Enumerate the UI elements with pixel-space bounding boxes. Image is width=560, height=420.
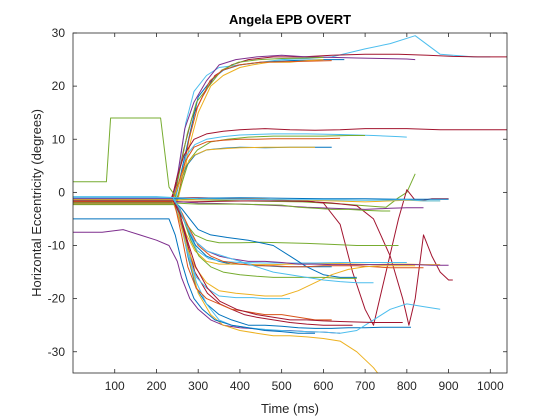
- x-tick-label: 100: [105, 379, 125, 393]
- y-axis-label: Horizontal Eccentricity (degrees): [29, 109, 44, 297]
- series-line-10: [73, 135, 366, 203]
- series-line-5: [73, 54, 416, 200]
- series-line-15: [73, 200, 453, 326]
- x-tick-label: 400: [230, 379, 250, 393]
- y-tick-label: 10: [52, 132, 66, 146]
- series-line-8: [73, 128, 507, 201]
- y-tick-label: -20: [48, 292, 66, 306]
- series-line-38: [73, 204, 357, 279]
- chart-title: Angela EPB OVERT: [229, 12, 351, 27]
- x-tick-label: 800: [397, 379, 417, 393]
- series-line-37: [73, 203, 332, 321]
- x-tick-label: 700: [355, 379, 375, 393]
- series-line-36: [73, 218, 315, 334]
- y-tick-label: 0: [58, 185, 65, 199]
- series-line-6: [73, 56, 324, 202]
- y-tick-label: -10: [48, 239, 66, 253]
- x-tick-label: 1000: [477, 379, 504, 393]
- series-line-21: [73, 202, 391, 212]
- x-tick-label: 200: [146, 379, 166, 393]
- x-tick-label: 600: [313, 379, 333, 393]
- series-line-13: [73, 146, 315, 201]
- series-line-11: [73, 137, 341, 201]
- y-tick-label: 20: [52, 79, 66, 93]
- plot-area-frame: [72, 32, 508, 374]
- series-line-24: [73, 199, 441, 334]
- x-tick-label: 500: [272, 379, 292, 393]
- x-tick-label: 900: [439, 379, 459, 393]
- x-axis: 100 200 300 400 500 600 700 800 900 1000: [105, 33, 504, 393]
- series-line-35: [73, 199, 416, 297]
- y-tick-label: -30: [48, 345, 66, 359]
- series-group: [73, 35, 507, 374]
- x-axis-label: Time (ms): [261, 401, 319, 416]
- series-line-31: [73, 199, 357, 278]
- x-tick-label: 300: [188, 379, 208, 393]
- series-line-40: [73, 200, 403, 323]
- y-axis: -30 -20 -10 0 10 20 30: [48, 26, 507, 359]
- series-line-14: [73, 117, 416, 208]
- y-tick-label: 30: [52, 26, 66, 40]
- series-line-39: [73, 197, 374, 284]
- series-line-26: [73, 198, 353, 326]
- series-line-32: [73, 201, 424, 269]
- series-line-7: [73, 60, 332, 203]
